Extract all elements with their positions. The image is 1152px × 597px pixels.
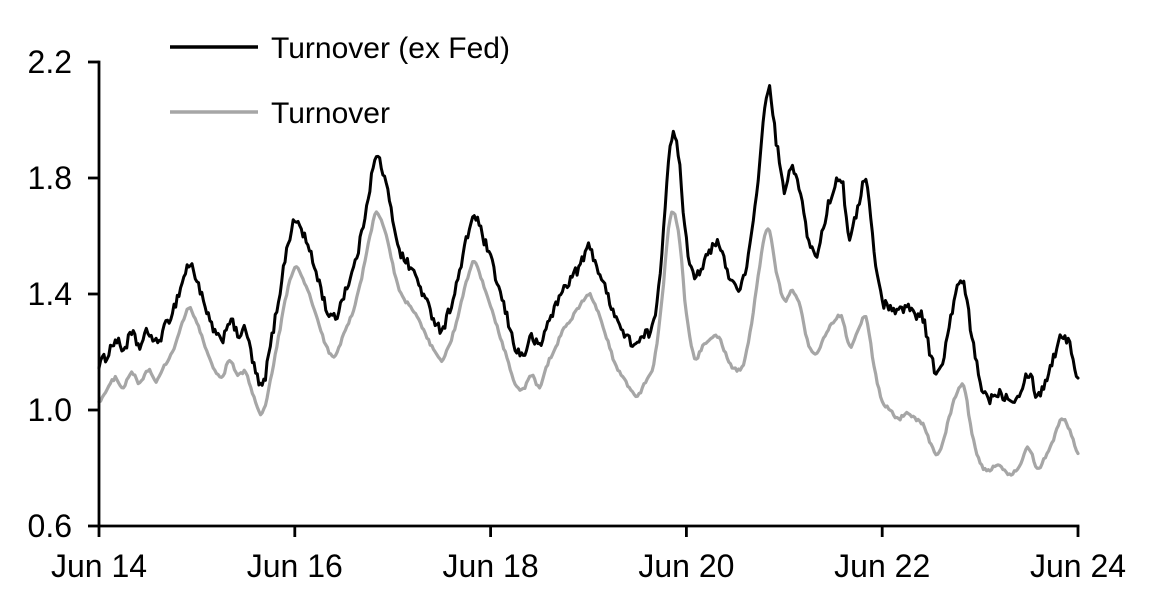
series-line-turnover <box>97 210 1080 477</box>
x-tick-label: Jun 14 <box>51 548 147 584</box>
x-tick-label: Jun 24 <box>1030 548 1126 584</box>
legend: Turnover (ex Fed) Turnover <box>170 32 510 130</box>
series-lines <box>97 84 1080 477</box>
y-tick-label: 0.6 <box>28 508 72 544</box>
axes: 0.6 1.0 1.4 1.8 2.2 Jun 14 Jun 16 Jun 18 Jun 20 J… <box>28 44 1127 584</box>
series-line-turnover-ex-fed <box>97 84 1080 406</box>
legend-label-turnover: Turnover <box>271 97 390 130</box>
x-tick-label: Jun 16 <box>247 548 343 584</box>
x-tick-label: Jun 20 <box>638 548 734 584</box>
y-tick-label: 1.8 <box>28 160 72 196</box>
x-tick-label: Jun 18 <box>443 548 539 584</box>
x-tick-label: Jun 22 <box>834 548 930 584</box>
legend-label-turnover-ex-fed: Turnover (ex Fed) <box>271 32 510 65</box>
y-tick-label: 2.2 <box>28 44 72 80</box>
y-tick-label: 1.4 <box>28 276 72 312</box>
y-tick-label: 1.0 <box>28 392 72 428</box>
